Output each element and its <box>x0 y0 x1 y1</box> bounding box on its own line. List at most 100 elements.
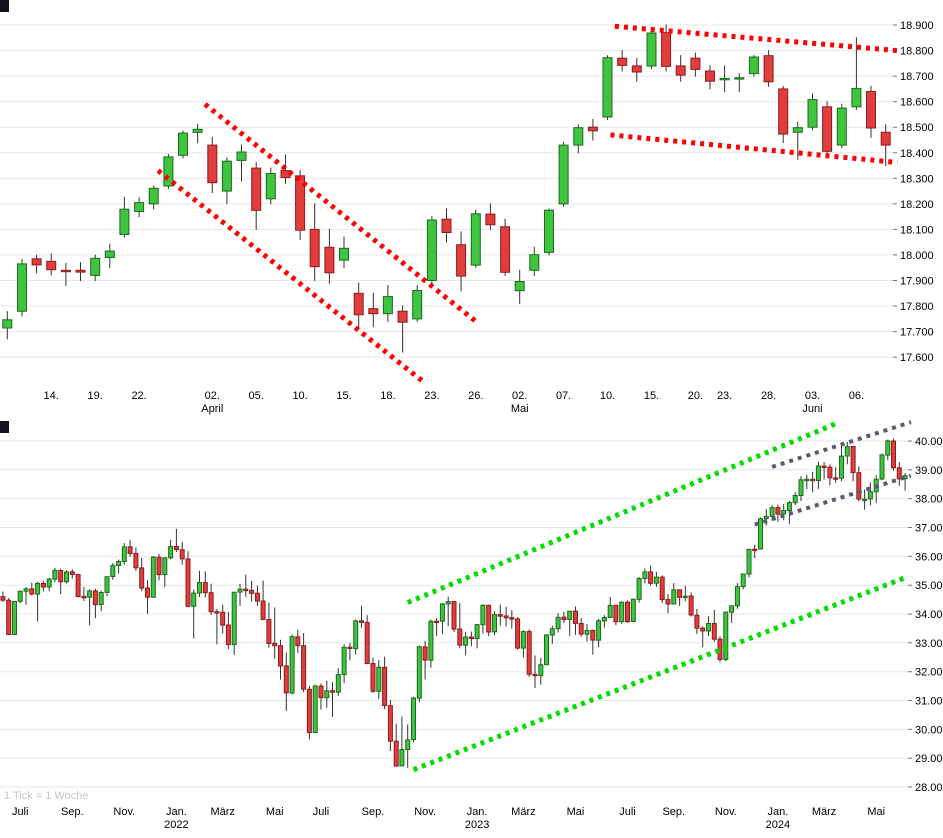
bearish-candle <box>260 600 266 620</box>
bearish-candle <box>202 582 208 594</box>
bullish-candle <box>851 87 862 108</box>
bullish-candle <box>17 590 23 602</box>
bearish-candle <box>856 472 862 500</box>
bearish-candle <box>503 615 509 619</box>
bearish-candle <box>694 614 700 629</box>
y-axis-label: 31.000 <box>915 696 943 708</box>
trendline-gray-channel-lower[interactable] <box>754 473 912 527</box>
y-axis-label: 18.000 <box>900 250 934 262</box>
bullish-candle <box>879 454 885 480</box>
x-axis-label: 15. <box>644 390 659 402</box>
x-axis-label: Sep. <box>61 806 84 818</box>
y-axis-label: 18.300 <box>900 173 934 185</box>
bearish-candle <box>347 646 353 650</box>
bullish-candle <box>23 588 29 592</box>
bullish-candle <box>514 281 525 292</box>
bearish-candle <box>243 588 249 592</box>
bearish-candle <box>368 308 379 315</box>
chart-corner-marker <box>0 421 9 433</box>
trendline-gray-channel-upper[interactable] <box>771 420 912 469</box>
bearish-candle <box>145 587 150 598</box>
bullish-candle <box>163 156 174 187</box>
trendline-wedge-upper[interactable] <box>614 23 898 54</box>
bearish-candle <box>156 556 162 576</box>
bearish-candle <box>891 440 896 469</box>
bearish-candle <box>301 645 307 690</box>
x-axis-sub-label: 2023 <box>465 819 489 831</box>
bearish-candle <box>81 595 87 599</box>
bearish-candle <box>309 228 320 268</box>
trendline-up-channel-lower[interactable] <box>412 574 909 773</box>
x-axis-sub-label: 2022 <box>164 819 188 831</box>
bearish-candle <box>677 589 683 598</box>
bullish-candle <box>798 479 804 496</box>
y-axis-label: 17.600 <box>900 352 934 364</box>
x-axis-label: März <box>210 806 234 818</box>
trendline-wedge-lower[interactable] <box>610 132 898 165</box>
y-axis-label: 18.500 <box>900 122 934 134</box>
bearish-candle <box>69 571 75 575</box>
y-axis-label: 18.400 <box>900 148 934 160</box>
trendline-down-channel-upper[interactable] <box>203 102 478 324</box>
x-axis-sub-label: 2024 <box>766 819 790 831</box>
bearish-candle <box>822 106 833 152</box>
bullish-candle <box>162 557 168 576</box>
bearish-candle <box>208 592 214 613</box>
bullish-candle <box>584 630 590 635</box>
x-axis-label: Mai <box>867 806 885 818</box>
bullish-candle <box>324 690 330 699</box>
bullish-candle <box>792 495 798 504</box>
bullish-candle <box>192 128 203 133</box>
bearish-candle <box>631 65 642 73</box>
x-axis-label: Mai <box>567 806 585 818</box>
bearish-candle <box>382 666 388 707</box>
bullish-candle <box>116 561 122 566</box>
y-axis-label: 17.800 <box>900 301 934 313</box>
weekly-candlestick-chart[interactable]: 40.000 39.000 38.000 37.000 36.000 35.000 34.0… <box>0 417 943 838</box>
bullish-candle <box>428 620 434 661</box>
tick-interval-watermark: 1 Tick = 1 Woche <box>4 790 89 802</box>
bearish-candle <box>434 620 440 624</box>
daily-candlestick-chart[interactable]: 18.900 18.800 18.700 18.600 18.500 18.400 18.3… <box>0 0 943 417</box>
bullish-candle <box>492 614 497 633</box>
x-axis-label: 15. <box>336 390 351 402</box>
bearish-candle <box>249 589 255 594</box>
x-axis-label: 07. <box>556 390 571 402</box>
y-axis-label: 35.000 <box>915 580 943 592</box>
bearish-candle <box>185 558 191 607</box>
bullish-candle <box>844 446 850 457</box>
bearish-candle <box>827 466 833 479</box>
bullish-candle <box>52 569 58 580</box>
x-axis-label: Juli <box>619 806 636 818</box>
bullish-candle <box>636 578 642 600</box>
bullish-candle <box>426 219 437 281</box>
bearish-candle <box>613 604 619 623</box>
bearish-candle <box>688 595 694 616</box>
bullish-candle <box>119 208 130 235</box>
bullish-candle <box>480 604 486 626</box>
bullish-candle <box>682 595 688 599</box>
bullish-candle <box>804 478 810 482</box>
bullish-candle <box>87 590 93 598</box>
bullish-candle <box>312 685 318 734</box>
bearish-candle <box>485 213 496 226</box>
bullish-candle <box>341 646 347 676</box>
bullish-candle <box>758 518 763 550</box>
bearish-candle <box>31 258 42 266</box>
y-axis-label: 17.700 <box>900 327 934 339</box>
bearish-candle <box>318 685 324 699</box>
trendline-down-channel-lower[interactable] <box>156 168 427 385</box>
bearish-candle <box>752 548 758 552</box>
x-axis-sub-label: Juni <box>802 403 822 415</box>
x-axis-label: 22. <box>131 390 146 402</box>
bullish-candle <box>90 257 101 276</box>
bearish-candle <box>441 218 452 233</box>
bullish-candle <box>134 202 145 213</box>
y-axis-label: 18.900 <box>900 20 934 32</box>
bullish-candle <box>885 440 891 456</box>
bullish-candle <box>529 254 540 271</box>
y-axis-label: 32.000 <box>915 667 943 679</box>
bullish-candle <box>558 144 569 205</box>
x-axis-label: 02. <box>205 390 220 402</box>
bearish-candle <box>295 175 306 231</box>
